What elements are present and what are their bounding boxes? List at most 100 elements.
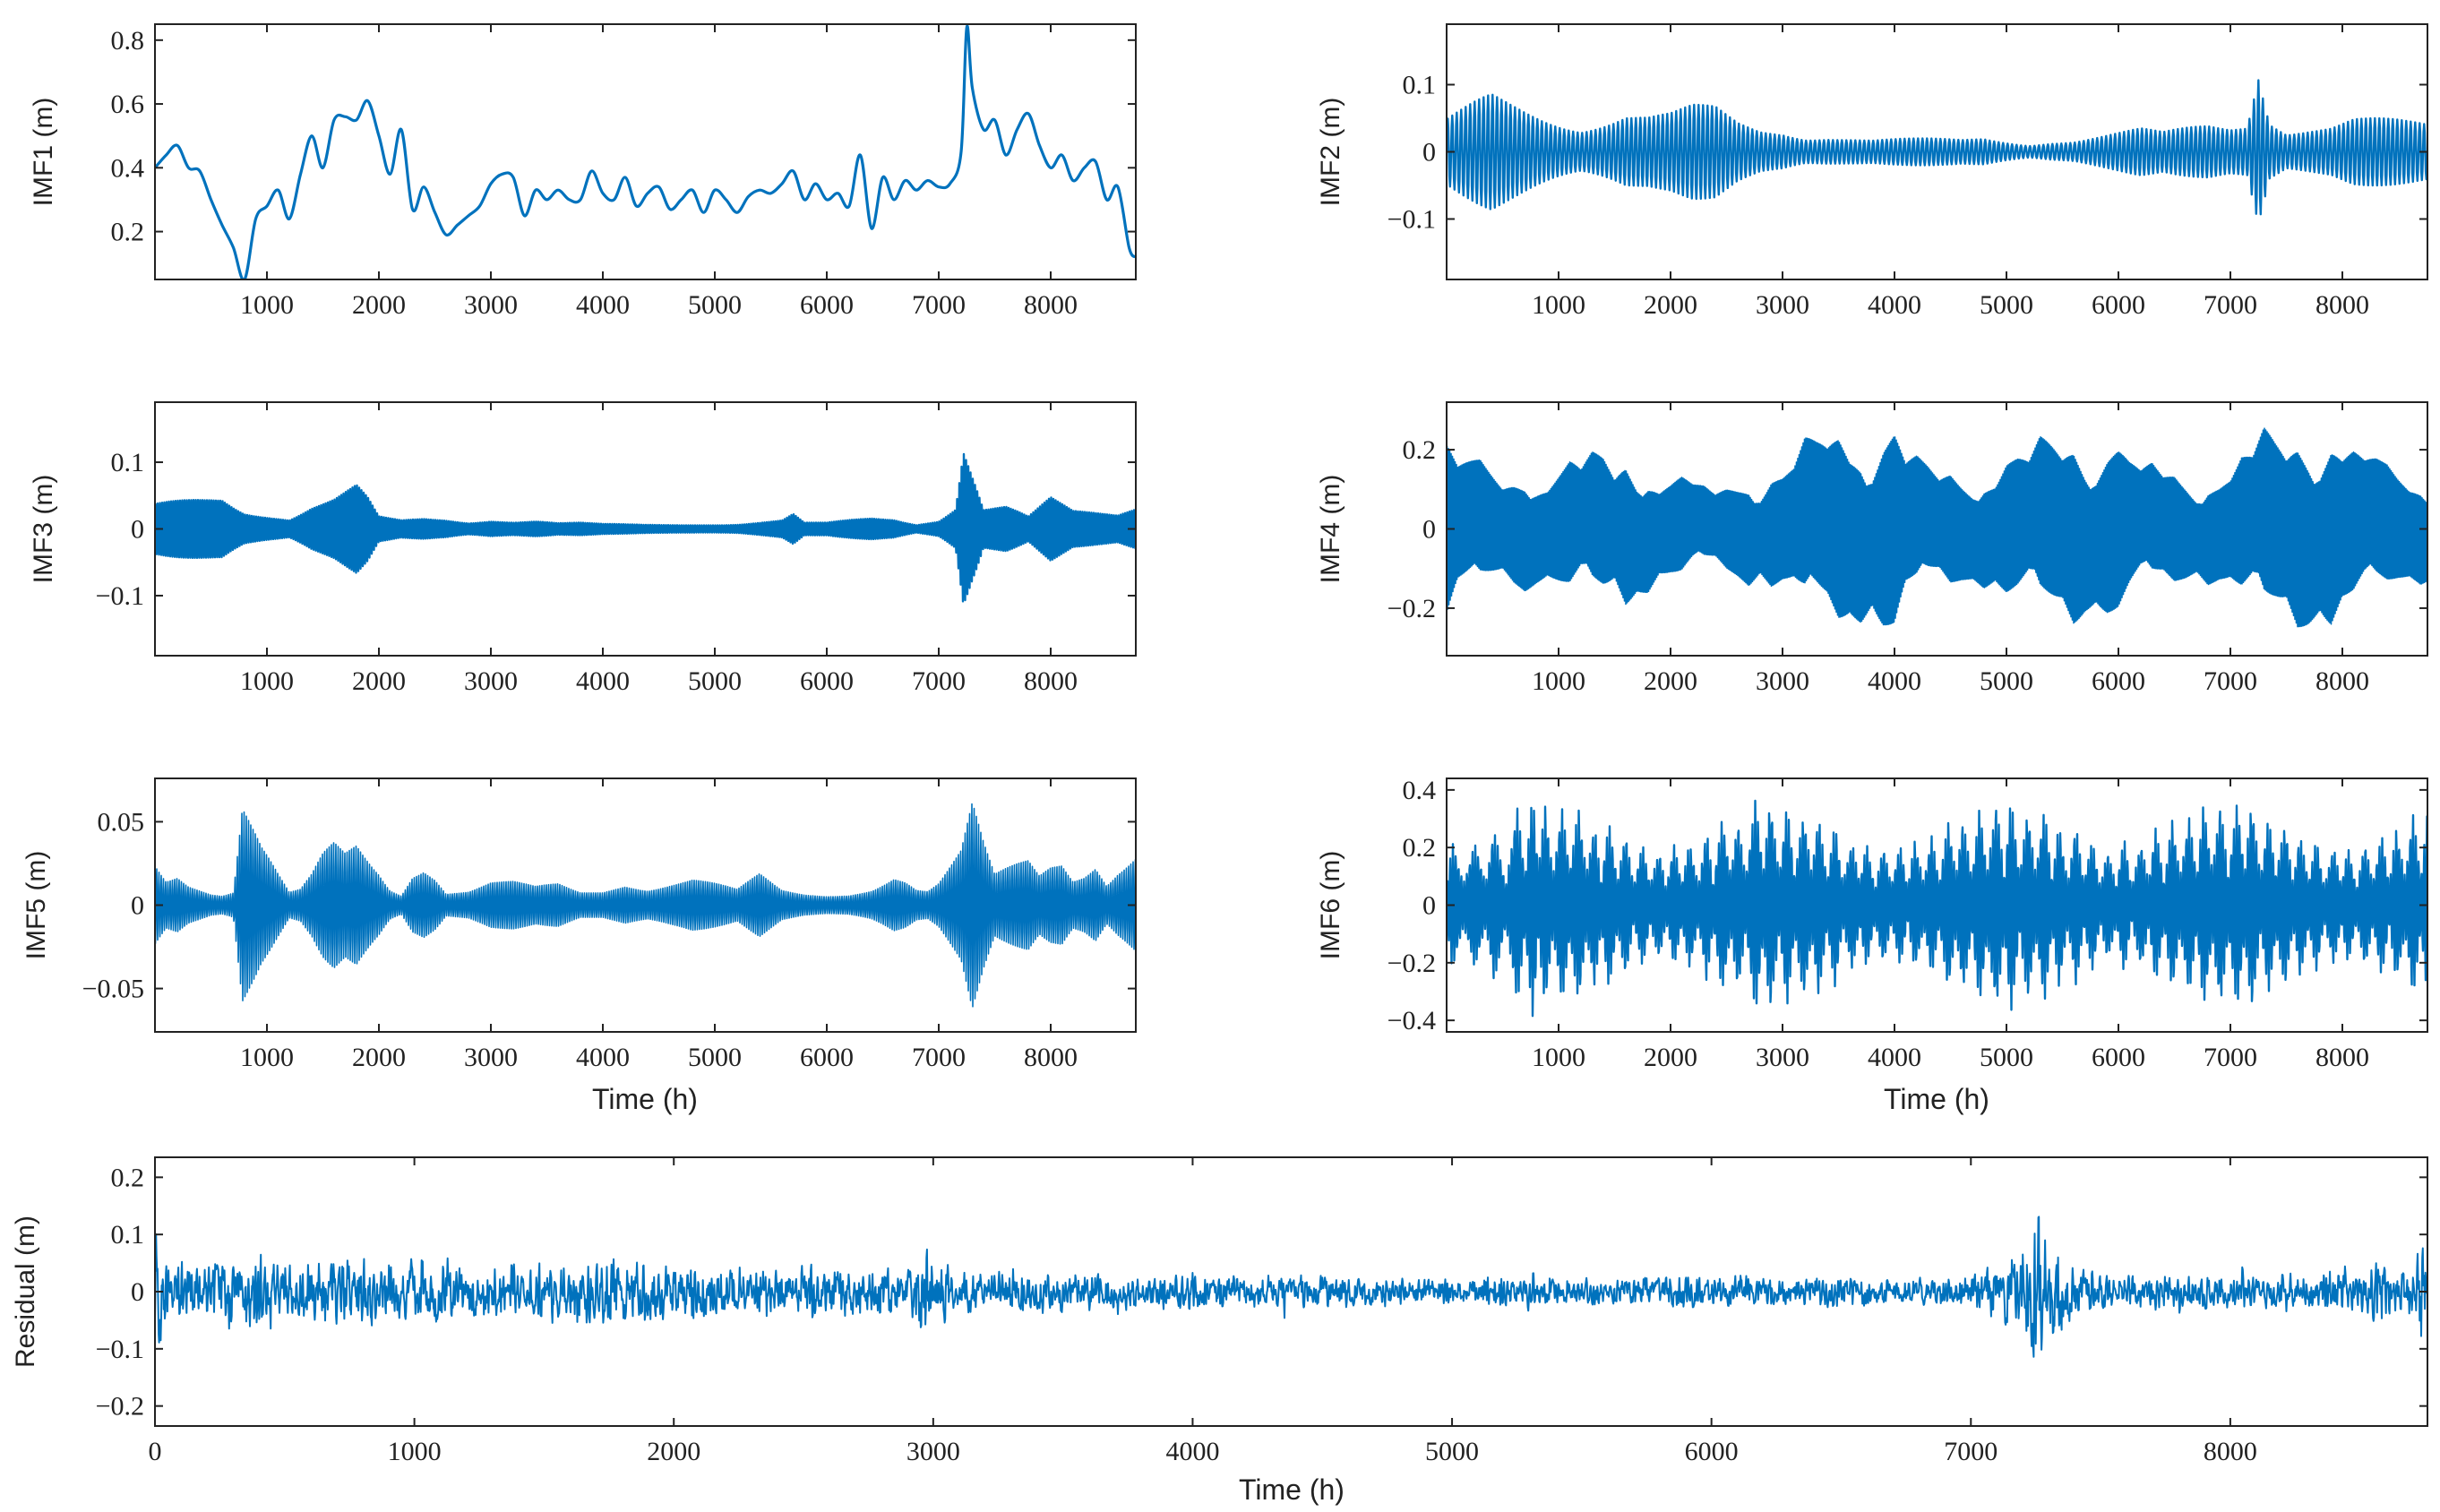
imf4-ticks: 1000 2000 3000 4000 5000 6000 7000 8000 −0.2 0 0.2 — [1388, 402, 2427, 696]
imf6-x-tick-label: 3000 — [1756, 1043, 1809, 1072]
residual-x-tick-label: 3000 — [906, 1437, 960, 1466]
residual-x-tick-label: 5000 — [1425, 1437, 1479, 1466]
imf5-y-tick-label: 0 — [131, 891, 144, 921]
imf1-y-tick-label: 0.6 — [111, 90, 145, 119]
imf2-x-tick-label: 5000 — [1980, 290, 2033, 320]
imf3-ticks: 1000 2000 3000 4000 5000 6000 7000 8000 −0.1 0 0.1 — [96, 402, 1136, 696]
residual-y-tick-label: −0.2 — [96, 1392, 144, 1422]
imf6-ticks: 1000 2000 3000 4000 5000 6000 7000 8000 −0.4 −0.2… — [1388, 776, 2427, 1072]
imf1-x-tick-label: 5000 — [688, 290, 742, 320]
imf4-x-tick-label: 5000 — [1980, 666, 2033, 696]
residual-x-tick-label: 4000 — [1165, 1437, 1219, 1466]
imf4-y-tick-label: −0.2 — [1388, 594, 1436, 623]
imf4-x-tick-label: 4000 — [1868, 666, 1921, 696]
imf1-ticks: 1000 2000 3000 4000 5000 6000 7000 8000 0.2 0.4 0.… — [111, 24, 1136, 320]
imf5-x-tick-label: 4000 — [576, 1043, 630, 1072]
imf2-x-tick-label: 4000 — [1868, 290, 1921, 320]
imf6-x-tick-label: 7000 — [2204, 1043, 2257, 1072]
residual-signal — [155, 1216, 2427, 1358]
imf5-x-axis-label: Time (h) — [592, 1083, 698, 1115]
imf1-y-axis-label: IMF1 (m) — [29, 98, 58, 207]
imf6-y-tick-label: −0.2 — [1388, 949, 1436, 978]
imf1-y-tick-label: 0.2 — [111, 218, 145, 247]
imf1-series-line — [155, 24, 1136, 279]
imf5-panel: 1000 2000 3000 4000 5000 6000 7000 8000 −0.05 0 0.… — [21, 777, 1137, 1115]
residual-x-tick-label: 8000 — [2204, 1437, 2257, 1466]
imf6-signal — [1447, 799, 2427, 1018]
imf2-ticks: 1000 2000 3000 4000 5000 6000 7000 8000 −0.1 0 0.1 — [1388, 24, 2427, 320]
imf1-x-tick-label: 3000 — [464, 290, 518, 320]
imf4-y-tick-label: 0 — [1422, 515, 1436, 545]
imf5-x-tick-label: 6000 — [800, 1043, 854, 1072]
imf2-x-tick-label: 6000 — [2092, 290, 2145, 320]
imf5-y-tick-label: −0.05 — [82, 975, 144, 1004]
imf2-signal — [1447, 79, 2427, 216]
imf6-x-tick-label: 1000 — [1532, 1043, 1585, 1072]
residual-y-tick-label: 0.1 — [111, 1220, 145, 1250]
imf6-panel: 1000 2000 3000 4000 5000 6000 7000 8000 −0.4 −0.2… — [1316, 776, 2428, 1115]
imf5-ticks: 1000 2000 3000 4000 5000 6000 7000 8000 −0.05 0 0.… — [82, 778, 1136, 1072]
imf1-x-tick-label: 4000 — [576, 290, 630, 320]
imf2-x-tick-label: 2000 — [1644, 290, 1697, 320]
imf6-y-tick-label: 0.2 — [1403, 833, 1437, 863]
residual-x-tick-label: 2000 — [647, 1437, 700, 1466]
residual-y-axis-label: Residual (m) — [11, 1216, 40, 1368]
imf4-x-tick-label: 8000 — [2315, 666, 2369, 696]
imf1-x-tick-label: 7000 — [912, 290, 966, 320]
imf2-y-tick-label: 0.1 — [1403, 71, 1437, 100]
residual-x-tick-label: 0 — [149, 1437, 162, 1466]
imf6-y-tick-label: 0.4 — [1403, 776, 1437, 805]
imf2-x-tick-label: 1000 — [1532, 290, 1585, 320]
imf3-x-tick-label: 1000 — [240, 666, 294, 696]
imf3-x-tick-label: 7000 — [912, 666, 966, 696]
imf3-y-tick-label: 0 — [131, 515, 144, 545]
imf4-x-tick-label: 6000 — [2092, 666, 2145, 696]
imf2-x-tick-label: 8000 — [2315, 290, 2369, 320]
imf3-y-tick-label: −0.1 — [96, 581, 144, 611]
imf1-y-tick-label: 0.4 — [111, 153, 145, 183]
imf3-y-tick-label: 0.1 — [111, 448, 145, 477]
imf3-y-axis-label: IMF3 (m) — [29, 475, 58, 584]
imf1-x-tick-label: 8000 — [1024, 290, 1078, 320]
imf5-signal — [155, 803, 1136, 1008]
imf4-x-tick-label: 3000 — [1756, 666, 1809, 696]
imf3-x-tick-label: 5000 — [688, 666, 742, 696]
residual-x-tick-label: 7000 — [1944, 1437, 1998, 1466]
imf2-y-axis-label: IMF2 (m) — [1316, 98, 1345, 207]
residual-panel: 0 1000 2000 3000 4000 5000 6000 7000 8000 −0.2 −0.… — [11, 1156, 2428, 1506]
imf6-series-line — [1447, 799, 2427, 1018]
imf4-signal — [1447, 427, 2427, 628]
imf6-x-tick-label: 4000 — [1868, 1043, 1921, 1072]
imf4-y-axis-label: IMF4 (m) — [1316, 475, 1345, 584]
imf1-x-tick-label: 1000 — [240, 290, 294, 320]
imf2-x-tick-label: 7000 — [2204, 290, 2257, 320]
residual-x-axis-label: Time (h) — [1239, 1473, 1345, 1506]
residual-ticks: 0 1000 2000 3000 4000 5000 6000 7000 8000 −0.2 −0.… — [96, 1157, 2427, 1466]
imf1-signal — [155, 24, 1136, 279]
imf3-x-tick-label: 3000 — [464, 666, 518, 696]
imf1-y-tick-label: 0.8 — [111, 26, 145, 56]
imf5-y-tick-label: 0.05 — [98, 807, 145, 837]
imf3-x-tick-label: 6000 — [800, 666, 854, 696]
imf4-x-tick-label: 2000 — [1644, 666, 1697, 696]
residual-x-tick-label: 6000 — [1685, 1437, 1739, 1466]
imf3-x-tick-label: 2000 — [352, 666, 406, 696]
imf6-x-tick-label: 8000 — [2315, 1043, 2369, 1072]
residual-y-tick-label: 0.2 — [111, 1163, 145, 1192]
imf1-axes-frame — [154, 23, 1137, 280]
imf2-series-line — [1447, 79, 2427, 216]
imf4-series-line — [1447, 427, 2427, 628]
imf5-x-tick-label: 5000 — [688, 1043, 742, 1072]
residual-y-tick-label: 0 — [131, 1277, 144, 1307]
imf6-y-tick-label: 0 — [1422, 891, 1436, 921]
imf1-x-tick-label: 2000 — [352, 290, 406, 320]
residual-x-tick-label: 1000 — [388, 1437, 442, 1466]
imf6-x-tick-label: 6000 — [2092, 1043, 2145, 1072]
imf5-x-tick-label: 1000 — [240, 1043, 294, 1072]
imf6-x-axis-label: Time (h) — [1884, 1083, 1989, 1115]
imf3-signal — [155, 452, 1136, 603]
imf5-x-tick-label: 3000 — [464, 1043, 518, 1072]
imf3-panel: 1000 2000 3000 4000 5000 6000 7000 8000 −0.1 0 0.1… — [29, 401, 1137, 696]
imf5-x-tick-label: 7000 — [912, 1043, 966, 1072]
